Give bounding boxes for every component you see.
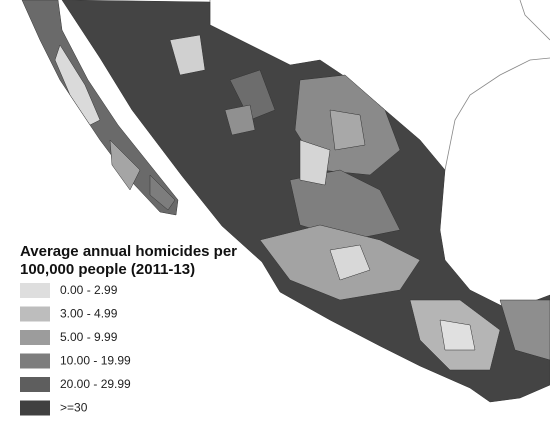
legend-label: 3.00 - 4.99 bbox=[60, 307, 118, 321]
legend-label: 5.00 - 9.99 bbox=[60, 330, 118, 344]
legend-swatch bbox=[20, 377, 50, 392]
legend-swatch bbox=[20, 400, 50, 416]
legend-swatch bbox=[20, 306, 50, 322]
legend-label: 0.00 - 2.99 bbox=[60, 283, 118, 297]
legend-title: 100,000 people (2011-13) bbox=[20, 261, 195, 278]
legend-title: Average annual homicides per bbox=[20, 243, 237, 260]
mainland bbox=[61, 0, 550, 403]
legend-swatch bbox=[20, 330, 50, 345]
legend-swatch bbox=[20, 353, 50, 369]
legend-label: 20.00 - 29.99 bbox=[60, 377, 131, 391]
legend-swatch bbox=[20, 283, 50, 298]
legend-label: 10.00 - 19.99 bbox=[60, 354, 131, 368]
baja-california bbox=[21, 0, 179, 216]
legend-label: >=30 bbox=[60, 401, 88, 415]
